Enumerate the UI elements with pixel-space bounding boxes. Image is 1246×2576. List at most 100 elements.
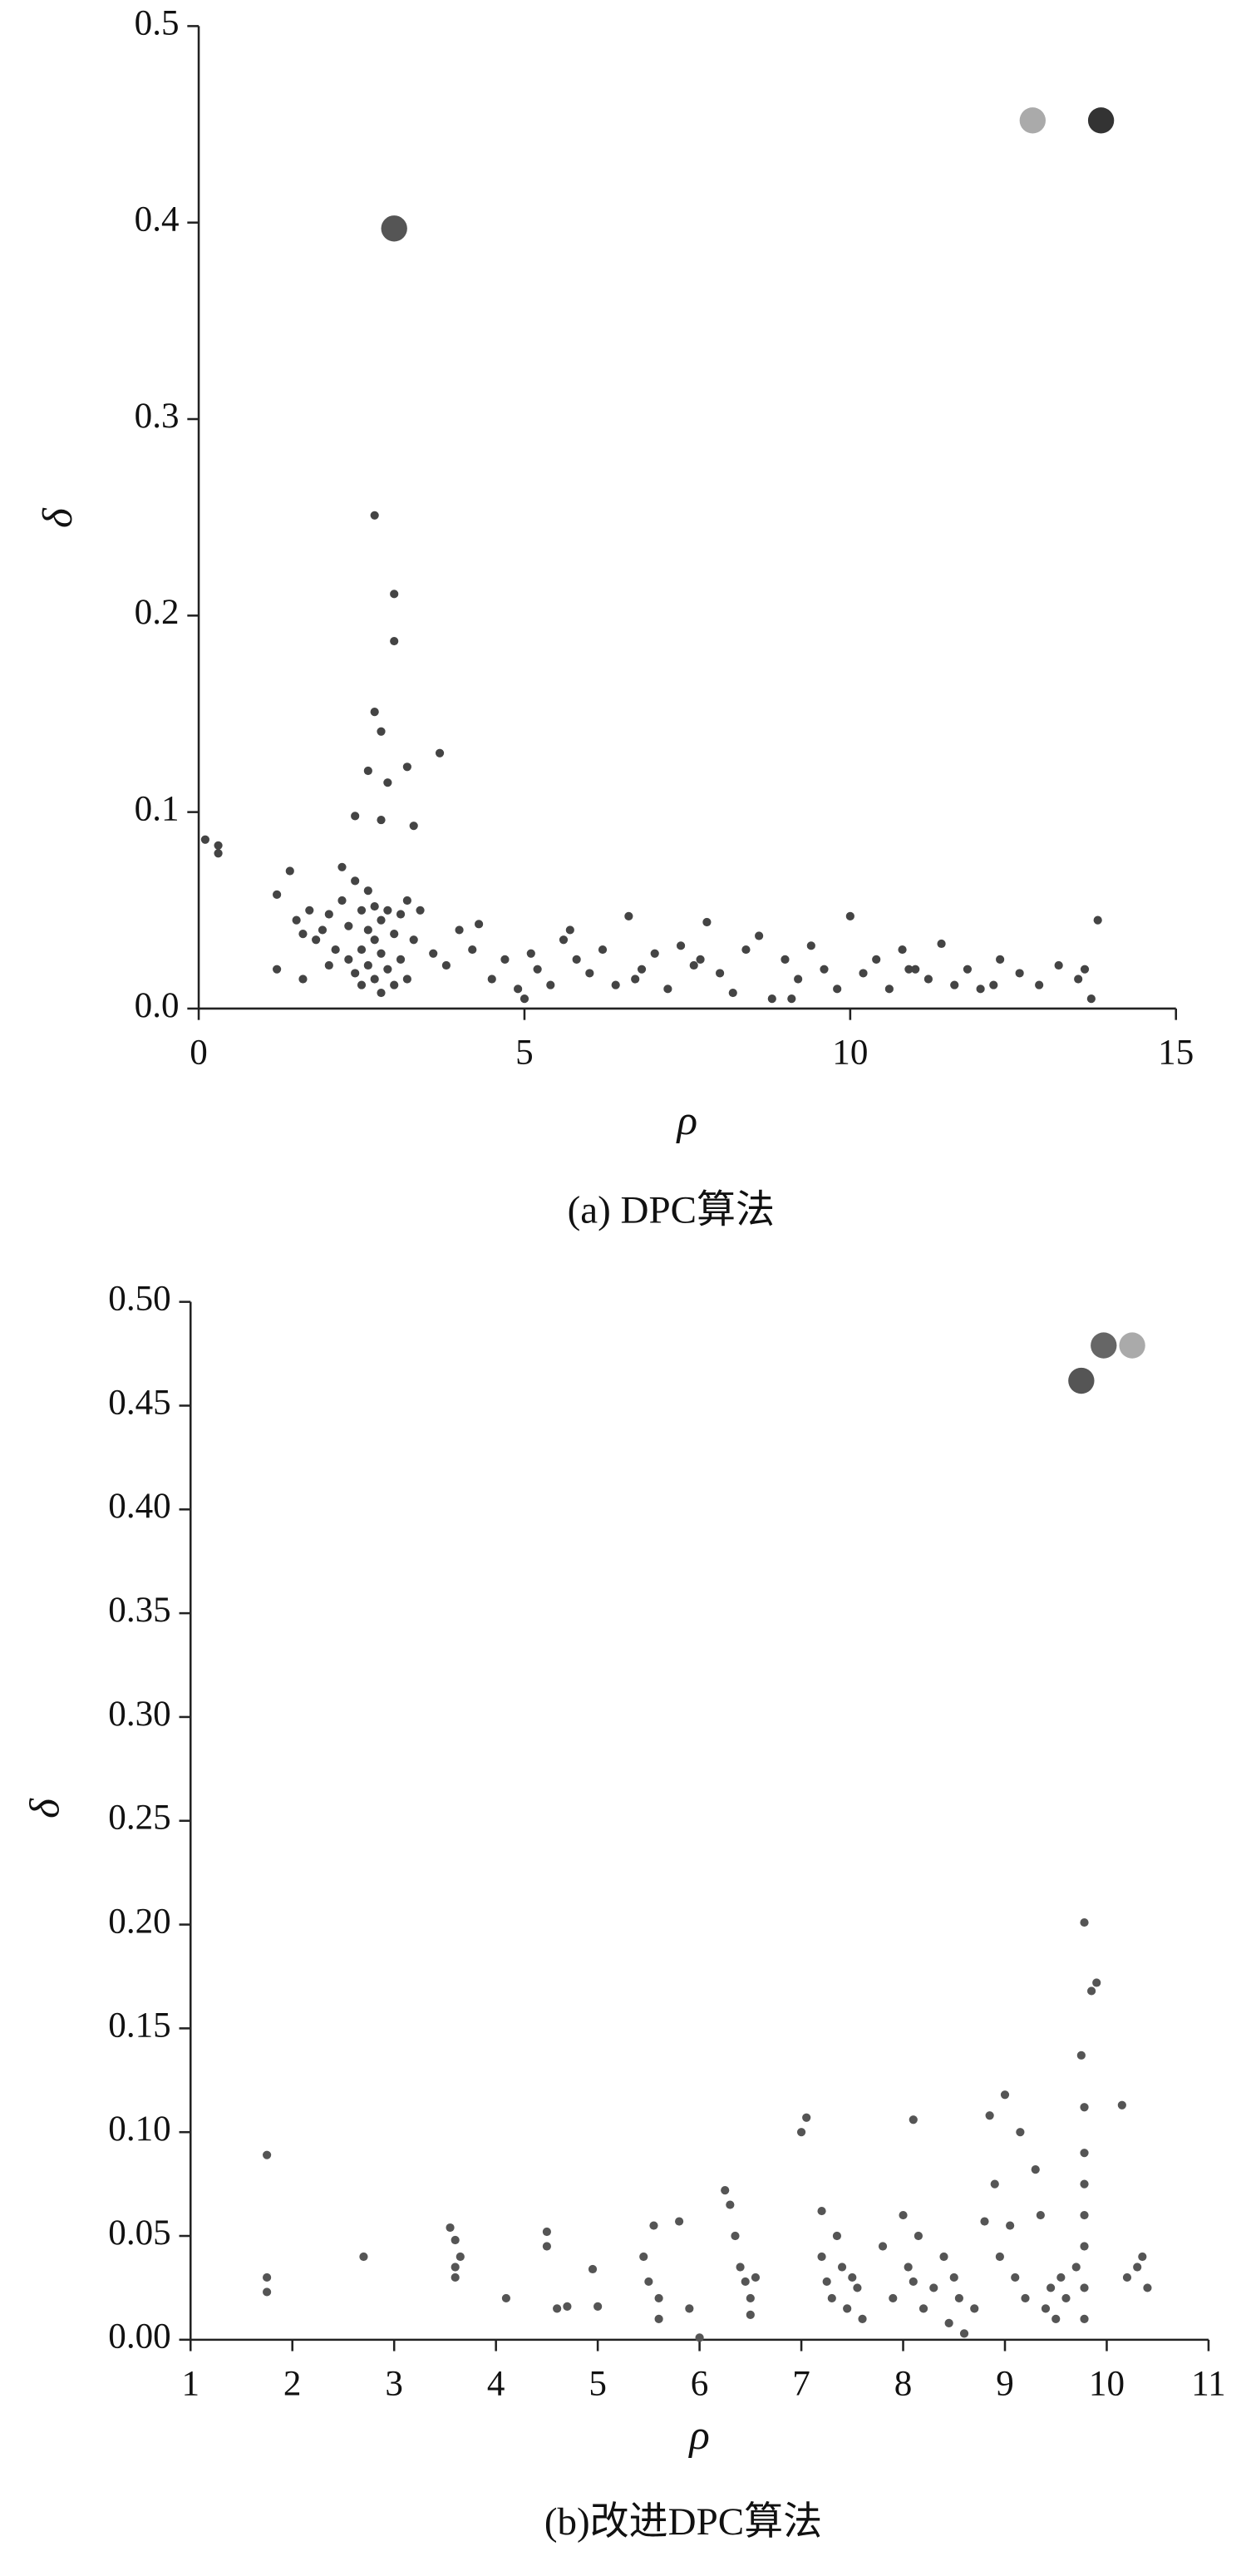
y-axis-label: δ — [35, 507, 81, 528]
x-tick-label: 6 — [691, 2365, 709, 2404]
point — [542, 2227, 551, 2237]
point — [1080, 2210, 1089, 2220]
point — [359, 2252, 368, 2262]
point — [455, 925, 464, 935]
point — [802, 2113, 811, 2122]
point — [337, 896, 347, 906]
y-tick-label: 0.05 — [108, 2213, 170, 2253]
point — [715, 969, 725, 978]
point — [853, 2283, 862, 2292]
point — [624, 911, 633, 920]
point — [937, 939, 946, 949]
point — [363, 886, 372, 896]
point — [377, 988, 386, 998]
point — [1122, 2273, 1132, 2282]
point — [357, 906, 367, 915]
point — [884, 985, 894, 994]
point — [980, 2217, 989, 2226]
y-tick-label: 0.3 — [135, 397, 180, 436]
point — [383, 778, 392, 787]
point — [474, 920, 484, 929]
point — [1061, 2293, 1071, 2303]
y-tick-label: 0.1 — [135, 790, 180, 829]
point — [1133, 2263, 1142, 2272]
point — [363, 925, 372, 935]
point — [383, 906, 392, 915]
point — [721, 2186, 730, 2195]
x-tick-label: 15 — [1158, 1034, 1194, 1073]
point — [675, 2217, 684, 2226]
caption: (a) DPC算法 — [568, 1189, 775, 1232]
point — [995, 2252, 1004, 2262]
point — [263, 2273, 272, 2282]
point — [598, 945, 608, 955]
y-axis-label: δ — [22, 1798, 68, 1818]
point — [1080, 1917, 1089, 1927]
point — [318, 925, 328, 935]
point — [468, 945, 477, 955]
point — [696, 955, 705, 964]
point — [402, 975, 411, 984]
point — [451, 2273, 460, 2282]
point — [1021, 2293, 1030, 2303]
point — [996, 955, 1005, 964]
point — [1051, 2314, 1061, 2323]
cluster-center — [381, 215, 407, 242]
point — [726, 2200, 735, 2209]
point — [970, 2304, 979, 2313]
point — [273, 890, 282, 899]
point — [685, 2304, 694, 2313]
point — [904, 965, 914, 974]
point — [899, 2210, 908, 2220]
point — [1041, 2304, 1051, 2313]
point — [588, 2264, 598, 2274]
point — [451, 2235, 460, 2245]
point — [1036, 2210, 1045, 2220]
point — [1080, 2242, 1089, 2251]
x-tick-label: 4 — [487, 2365, 505, 2404]
point — [728, 988, 737, 998]
point — [273, 965, 282, 974]
point — [263, 2150, 272, 2159]
point — [833, 985, 842, 994]
point — [377, 949, 386, 958]
point — [741, 945, 751, 955]
point — [731, 2231, 740, 2241]
point — [631, 975, 640, 984]
x-tick-label: 1 — [181, 2365, 199, 2404]
x-tick-label: 9 — [996, 2365, 1014, 2404]
point — [351, 812, 360, 821]
point — [746, 2293, 755, 2303]
y-tick-label: 0.45 — [108, 1383, 170, 1422]
point — [639, 2252, 648, 2262]
point — [909, 2277, 918, 2287]
point — [435, 748, 445, 758]
point — [370, 511, 379, 520]
point — [344, 921, 353, 930]
point — [292, 915, 301, 925]
point — [409, 822, 418, 831]
point — [200, 835, 209, 844]
point — [843, 2304, 852, 2313]
point — [1016, 2128, 1025, 2137]
point — [837, 2263, 847, 2272]
point — [1056, 2273, 1066, 2282]
x-tick-label: 10 — [832, 1034, 868, 1073]
point — [585, 969, 594, 978]
y-tick-label: 0.10 — [108, 2110, 170, 2149]
y-tick-label: 0.5 — [135, 3, 180, 42]
point — [654, 2293, 663, 2303]
point — [989, 980, 998, 989]
point — [1006, 2221, 1015, 2230]
point — [402, 896, 411, 906]
point — [1143, 2283, 1152, 2292]
point — [390, 980, 399, 989]
point — [872, 955, 881, 964]
x-tick-label: 7 — [792, 2365, 810, 2404]
point — [514, 985, 523, 994]
y-tick-label: 0.0 — [135, 986, 180, 1025]
point — [351, 969, 360, 978]
point — [337, 862, 347, 871]
point — [611, 980, 620, 989]
point — [305, 906, 314, 915]
